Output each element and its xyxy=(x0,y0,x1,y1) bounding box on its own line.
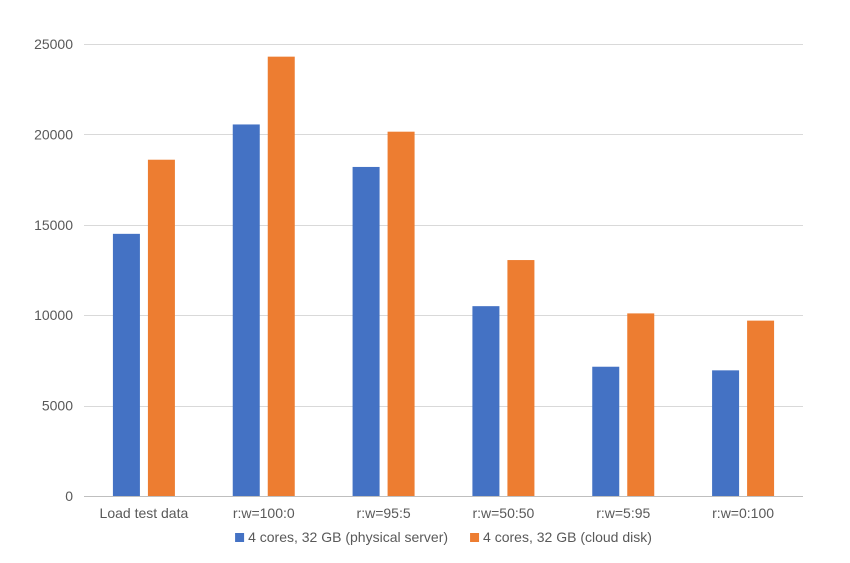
x-tick-label: Load test data xyxy=(100,505,189,521)
y-axis-tick-labels: 0 5000 10000 15000 20000 25000 xyxy=(34,36,73,504)
x-axis-tick-labels: Load test data r:w=100:0 r:w=95:5 r:w=50:50… xyxy=(100,505,775,521)
y-tick-label: 25000 xyxy=(34,36,73,52)
bar-series-1-1 xyxy=(267,56,295,496)
x-tick-label: r:w=95:5 xyxy=(357,505,411,521)
x-tick-label: r:w=0:100 xyxy=(712,505,774,521)
bar-series-1-0 xyxy=(147,159,175,496)
bar-series-0-0 xyxy=(112,233,140,496)
legend-item: 4 cores, 32 GB (physical server) xyxy=(235,529,448,545)
bar-series-1-3 xyxy=(507,260,535,496)
y-tick-label: 20000 xyxy=(34,126,73,142)
bar-series-1-2 xyxy=(387,131,415,497)
legend-label: 4 cores, 32 GB (cloud disk) xyxy=(483,529,652,545)
bar-series-1-4 xyxy=(627,313,655,496)
legend-label: 4 cores, 32 GB (physical server) xyxy=(248,529,448,545)
bars xyxy=(112,56,775,497)
bar-series-0-4 xyxy=(592,366,620,496)
y-tick-label: 0 xyxy=(65,488,73,504)
legend: 4 cores, 32 GB (physical server) 4 cores,… xyxy=(235,529,652,545)
bar-series-0-3 xyxy=(472,306,500,496)
bar-series-0-2 xyxy=(352,166,380,496)
bar-series-0-1 xyxy=(232,124,260,497)
legend-swatch xyxy=(470,533,480,542)
legend-item: 4 cores, 32 GB (cloud disk) xyxy=(470,529,652,545)
x-tick-label: r:w=100:0 xyxy=(233,505,295,521)
y-tick-label: 10000 xyxy=(34,307,73,323)
y-tick-label: 5000 xyxy=(42,398,73,414)
y-tick-label: 15000 xyxy=(34,217,73,233)
bar-series-0-5 xyxy=(712,370,740,496)
x-tick-label: r:w=50:50 xyxy=(472,505,534,521)
bar-series-1-5 xyxy=(747,320,775,496)
x-tick-label: r:w=5:95 xyxy=(596,505,650,521)
gridlines xyxy=(84,44,803,497)
legend-swatch xyxy=(235,533,245,542)
